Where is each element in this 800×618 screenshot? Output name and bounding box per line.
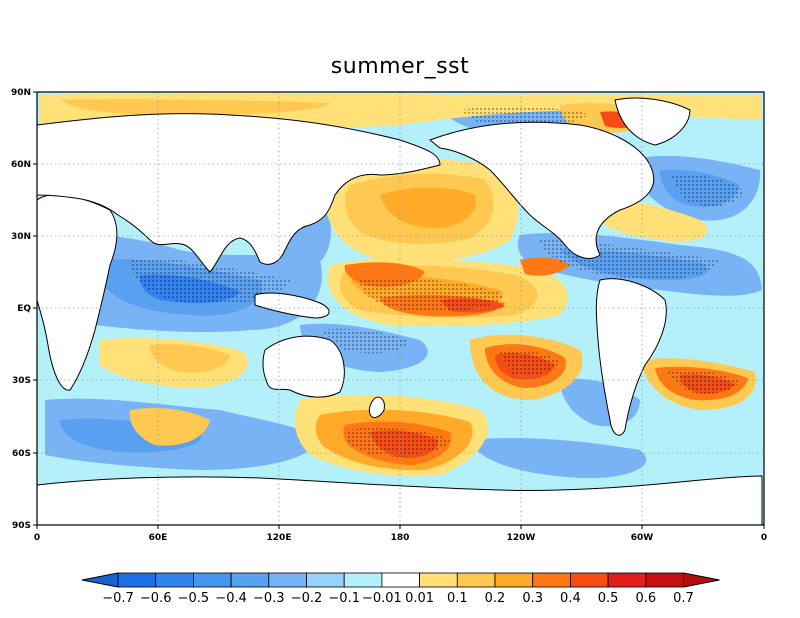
lat-label-90n: 90N	[11, 88, 31, 98]
colorbar-label: 0.7	[673, 591, 694, 606]
colorbar-swatch	[230, 572, 270, 588]
colorbar-high-extend	[683, 572, 720, 588]
colorbar: −0.7 −0.6 −0.5 −0.4 −0.3 −0.2 −0.1 −0.01 0.01 0.1…	[81, 572, 720, 606]
colorbar-swatch	[419, 572, 458, 588]
colorbar-low-extend	[81, 572, 119, 588]
colorbar-label: 0.01	[405, 591, 434, 606]
lon-label-0-right: 0	[761, 533, 767, 543]
latitude-axis: 90N 60N 30N EQ 30S 60S 90S	[11, 88, 37, 531]
north-america-land	[429, 121, 655, 259]
colorbar-swatch	[494, 572, 534, 588]
colorbar-swatch	[192, 572, 232, 588]
colorbar-swatch	[343, 572, 383, 588]
lat-label-30n: 30N	[11, 232, 31, 242]
lon-label-60e: 60E	[149, 533, 168, 543]
colorbar-label: 0.5	[598, 591, 619, 606]
colorbar-swatch	[645, 572, 684, 588]
colorbar-label: 0.1	[447, 591, 468, 606]
lon-label-180: 180	[391, 533, 410, 543]
colorbar-label: 0.4	[560, 591, 581, 606]
colorbar-swatch	[570, 572, 609, 588]
colorbar-label: 0.3	[522, 591, 543, 606]
colorbar-swatch	[117, 572, 157, 588]
colorbar-label: −0.6	[140, 591, 172, 606]
lon-label-60w: 60W	[631, 533, 654, 543]
colorbar-swatch	[607, 572, 647, 588]
indonesia-land	[254, 292, 330, 319]
colorbar-swatch	[456, 572, 496, 588]
lon-label-0-left: 0	[34, 533, 40, 543]
sst-field	[37, 92, 764, 525]
new-zealand-land	[368, 396, 385, 418]
colorbar-label: −0.4	[215, 591, 247, 606]
lat-label-60n: 60N	[11, 160, 31, 170]
lon-label-120w: 120W	[507, 533, 536, 543]
lon-label-120e: 120E	[267, 533, 292, 543]
land-masses	[37, 97, 763, 525]
lat-label-90s: 90S	[12, 521, 31, 531]
colorbar-swatch	[306, 572, 345, 588]
colorbar-swatch	[268, 572, 307, 588]
colorbar-swatch	[155, 572, 194, 588]
greenland-land	[614, 97, 691, 146]
longitude-axis: 0 60E 120E 180 120W 60W 0	[34, 525, 767, 543]
colorbar-label: 0.2	[485, 591, 506, 606]
map-title: summer_sst	[330, 54, 470, 79]
colorbar-swatch	[532, 572, 571, 588]
colorbar-label: −0.5	[178, 591, 210, 606]
colorbar-label: −0.7	[102, 591, 134, 606]
colorbar-label: 0.6	[635, 591, 656, 606]
lat-label-eq: EQ	[17, 304, 31, 314]
colorbar-label: −0.1	[328, 591, 360, 606]
colorbar-label: −0.01	[362, 591, 402, 606]
colorbar-label: −0.2	[291, 591, 323, 606]
lat-label-30s: 30S	[12, 376, 31, 386]
south-america-land	[595, 278, 667, 436]
lat-label-60s: 60S	[12, 449, 31, 459]
colorbar-label: −0.3	[253, 591, 285, 606]
antarctica-land	[37, 475, 763, 525]
graticule	[37, 92, 764, 525]
colorbar-swatch	[381, 572, 420, 588]
australia-land	[262, 335, 345, 398]
eurasia-land	[37, 113, 441, 273]
